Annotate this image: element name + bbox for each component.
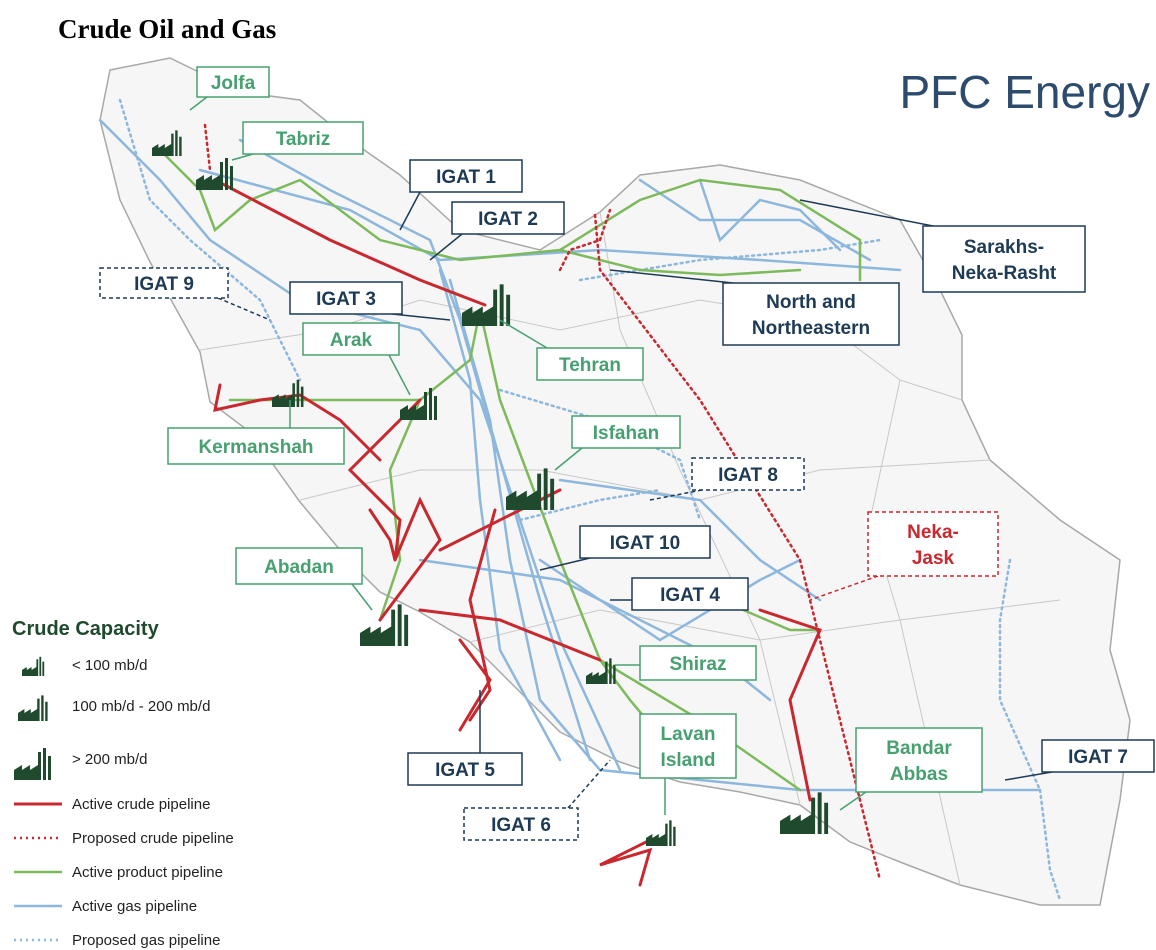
- callout-label: Northeastern: [752, 318, 870, 339]
- legend-label: > 200 mb/d: [72, 751, 147, 768]
- callout-label: IGAT 1: [436, 167, 496, 188]
- legend: Crude Capacity < 100 mb/d 100 mb/d - 200 m…: [12, 618, 234, 949]
- callout-label: Neka-Rasht: [952, 263, 1057, 284]
- callout-label: IGAT 8: [718, 465, 778, 486]
- callout-label: IGAT 10: [610, 533, 680, 554]
- refinery-shape: [18, 695, 48, 721]
- legend-label: Proposed crude pipeline: [72, 830, 234, 847]
- map-page: Jolfa Tabriz IGAT 1 IGAT 2 IGAT 9 IGAT 3 Arak T…: [0, 0, 1156, 950]
- legend-label: Active crude pipeline: [72, 796, 210, 813]
- callout-label: IGAT 3: [316, 289, 376, 310]
- legend-icon: [14, 748, 51, 780]
- callout-label: IGAT 6: [491, 815, 551, 836]
- callout-label: Bandar: [886, 738, 952, 759]
- refinery-shape: [14, 748, 51, 780]
- callout-label: Island: [661, 750, 716, 771]
- refinery-icon: [646, 820, 676, 846]
- callout-label: Isfahan: [593, 423, 660, 444]
- callout-label: Tehran: [559, 355, 621, 376]
- callout-label: Shiraz: [669, 654, 726, 675]
- callout-label: North and: [766, 292, 856, 313]
- callout-label: Jask: [912, 548, 955, 569]
- callout-label: IGAT 4: [660, 585, 720, 606]
- legend-title: Crude Capacity: [12, 618, 160, 640]
- callout-pointer: [568, 760, 610, 808]
- legend-label: 100 mb/d - 200 mb/d: [72, 698, 210, 715]
- callout-label: Tabriz: [276, 129, 331, 150]
- page-title: Crude Oil and Gas: [58, 14, 276, 44]
- legend-label: Active product pipeline: [72, 864, 223, 881]
- legend-label: < 100 mb/d: [72, 657, 147, 674]
- refinery-shape: [646, 820, 676, 846]
- pipeline-crude: [600, 840, 650, 885]
- legend-label: Proposed gas pipeline: [72, 932, 220, 949]
- legend-label: Active gas pipeline: [72, 898, 197, 915]
- callout-label: IGAT 5: [435, 760, 495, 781]
- callout-label: IGAT 7: [1068, 747, 1128, 768]
- callout-label: Abadan: [264, 557, 334, 578]
- callout-label: Neka-: [907, 522, 959, 543]
- legend-icon: [18, 695, 48, 721]
- callout-label: Abbas: [890, 764, 948, 785]
- callout-label: Sarakhs-: [964, 237, 1044, 258]
- callout-label: IGAT 9: [134, 274, 194, 295]
- callout-label: Arak: [330, 330, 373, 351]
- callout-pointer: [352, 584, 372, 610]
- callout-label: Jolfa: [211, 73, 256, 94]
- callout-label: IGAT 2: [478, 209, 538, 230]
- legend-icon: [22, 657, 44, 676]
- callout-label: Kermanshah: [198, 437, 313, 458]
- logo: PFC Energy: [899, 66, 1150, 118]
- refinery-shape: [22, 657, 44, 676]
- callout-label: Lavan: [661, 724, 716, 745]
